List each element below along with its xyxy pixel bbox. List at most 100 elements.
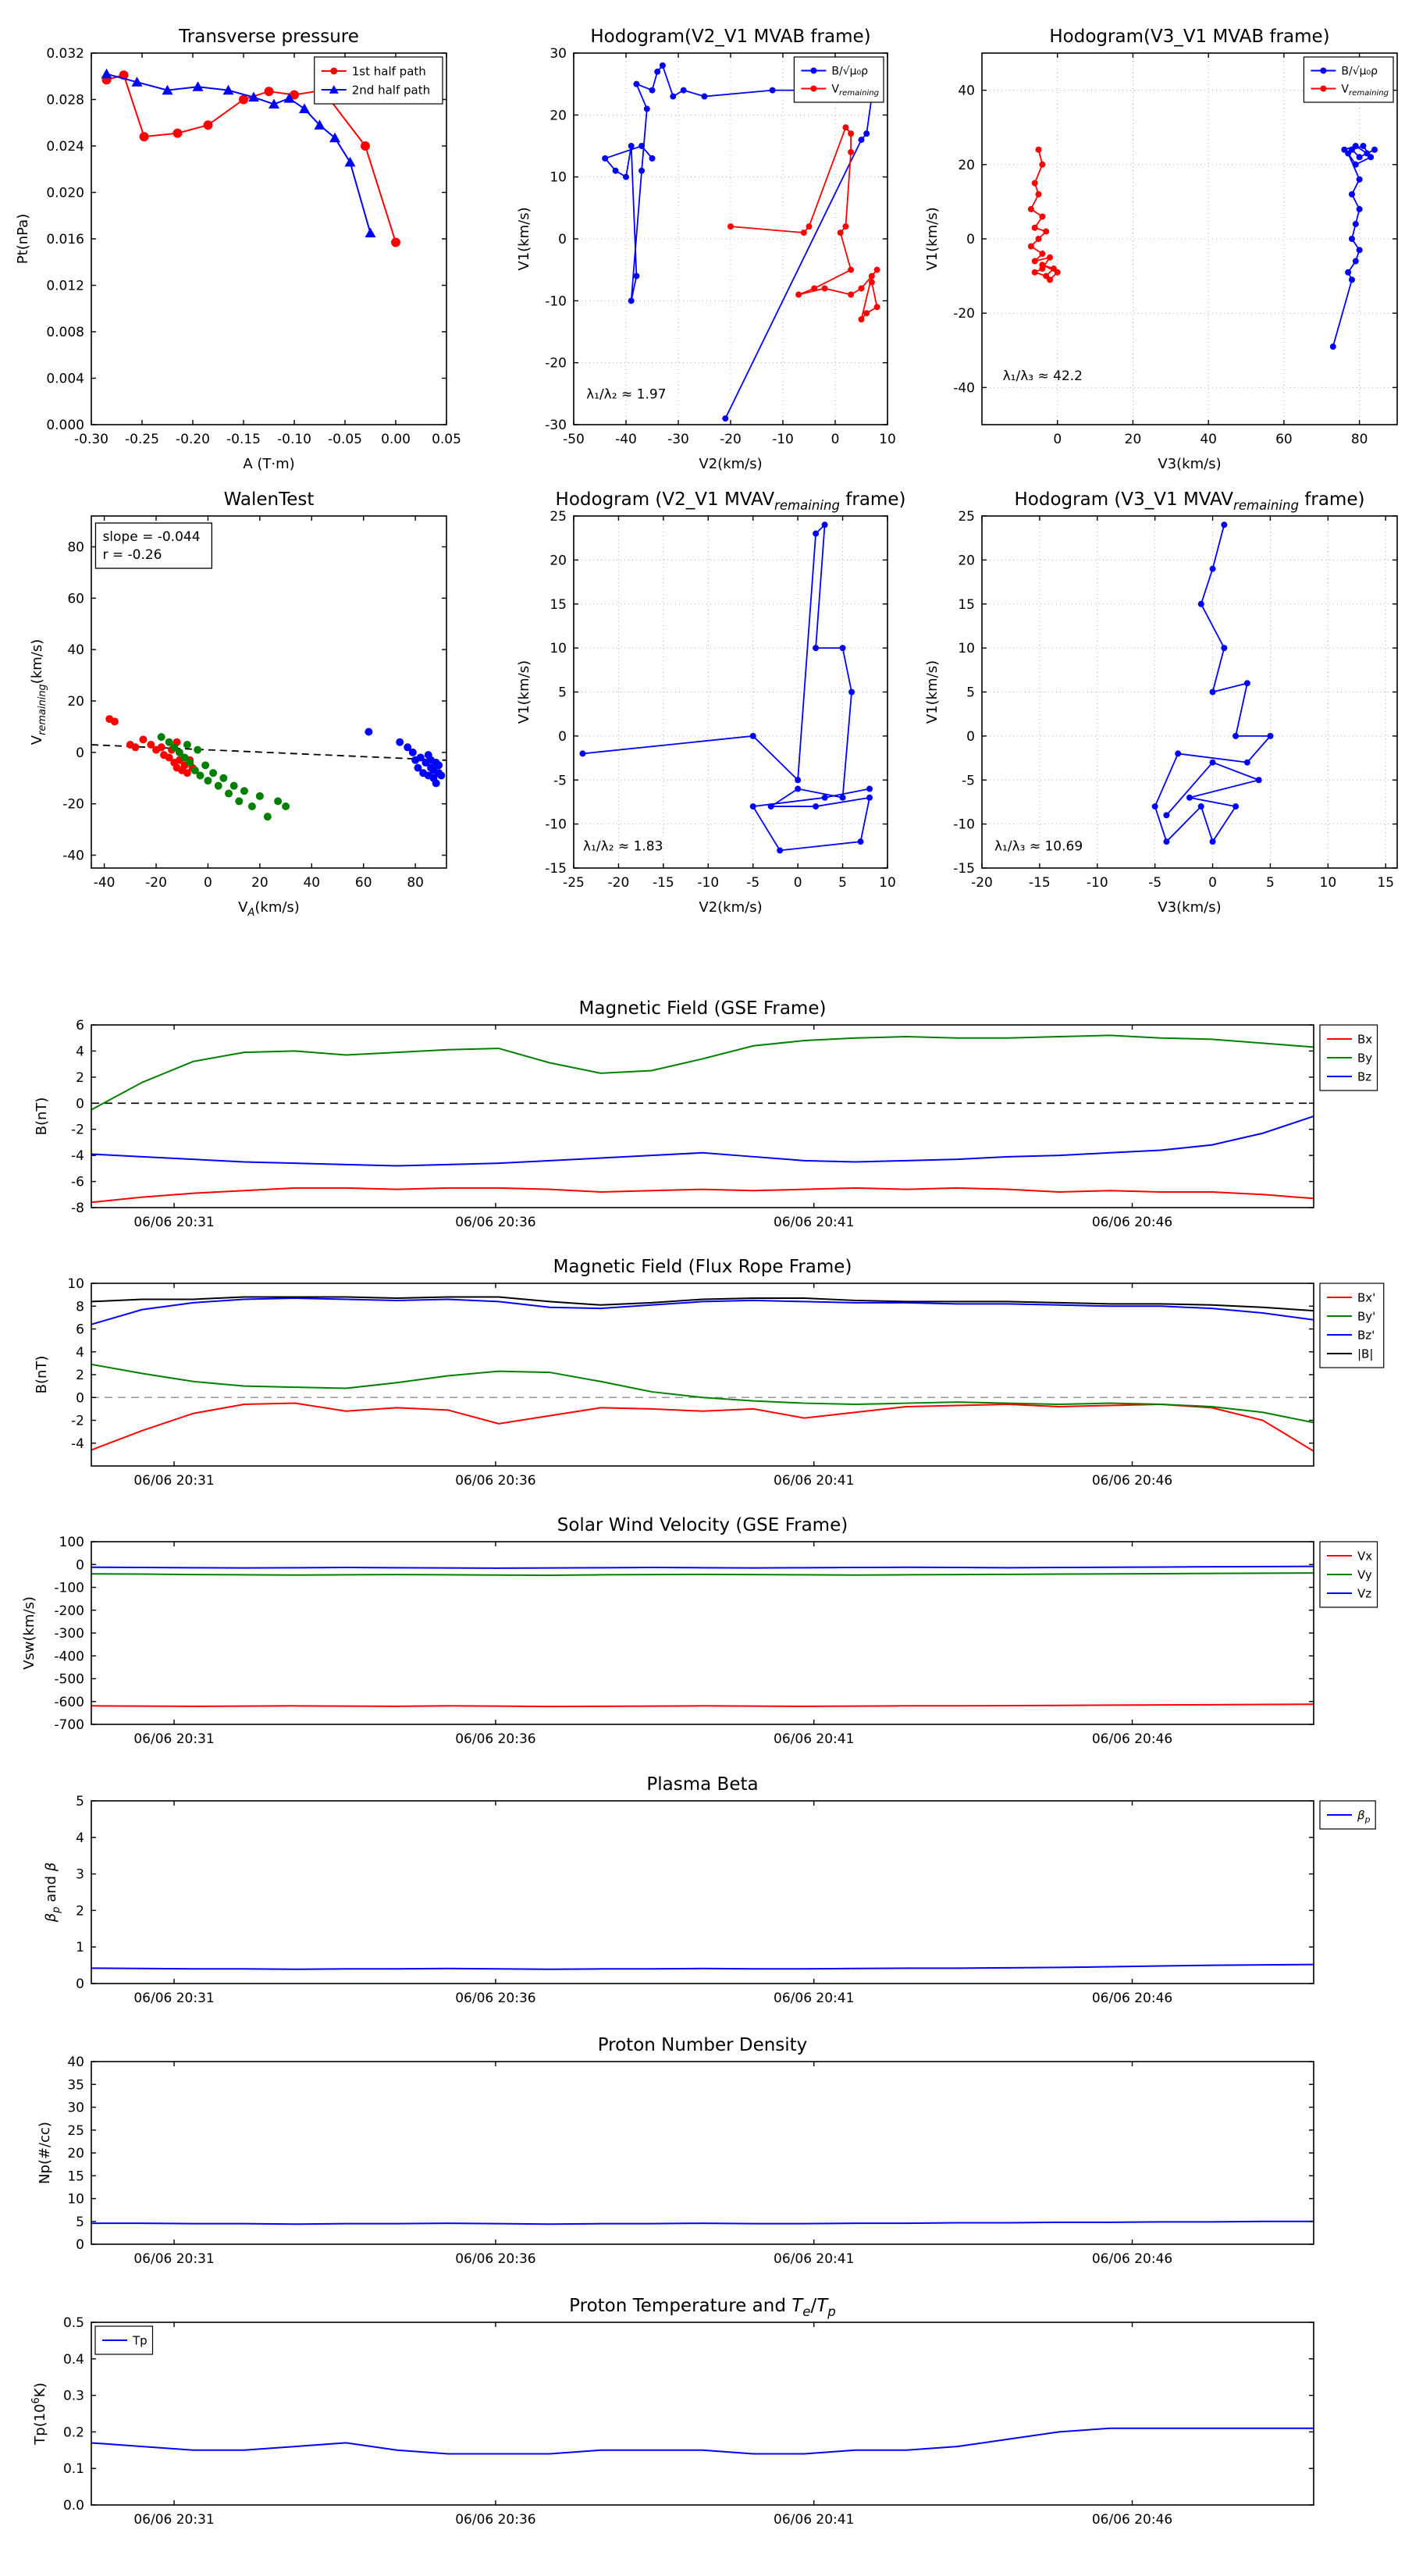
marker-circle [157, 743, 165, 752]
marker-dot [848, 688, 855, 696]
marker-dot [1209, 688, 1216, 696]
marker-dot [1039, 251, 1046, 258]
x-tick-label: 06/06 20:41 [774, 2251, 854, 2267]
y-tick-label: 25 [550, 509, 567, 525]
legend-label: |B| [1357, 1347, 1373, 1361]
chart-hodogram-v2v1-mvab: -50 -40 -30 -20 -10 0 10 -30 -20 -10 0 10 20 30 Hodogr… [516, 27, 896, 472]
y-tick-label: 20 [958, 158, 975, 173]
legend: Vx Vy Vz [1319, 1541, 1378, 1608]
y-tick-label: 5 [76, 1794, 84, 1809]
stats-text: slope = -0.044 [102, 529, 200, 545]
legend-label: Bz [1357, 1069, 1371, 1083]
marker-dot [1329, 343, 1336, 350]
x-tick-label: -40 [615, 432, 637, 447]
x-tick-label: -10 [697, 875, 719, 891]
marker-dot [800, 229, 807, 237]
series-bz-prime [91, 1297, 1314, 1325]
axes-frame [91, 515, 447, 869]
x-tick-label: -5 [1148, 875, 1161, 891]
marker-circle [404, 743, 412, 752]
marker-dot [1031, 258, 1038, 265]
marker-circle [274, 797, 283, 806]
y-axis-label: Vremaining(km/s) [29, 639, 48, 745]
x-tick-label: 06/06 20:46 [1092, 2512, 1172, 2528]
marker-triangle [329, 132, 340, 143]
x-tick-label: 10 [1320, 875, 1337, 891]
marker-dot [1345, 269, 1352, 276]
marker-dot [701, 93, 708, 100]
x-tick-label: -0.05 [328, 432, 362, 447]
marker-dot [1039, 161, 1046, 168]
x-tick-label: -15 [1029, 875, 1051, 891]
x-tick-label: 06/06 20:31 [133, 1473, 214, 1489]
y-tick-label: 20 [958, 553, 975, 568]
marker-circle [186, 759, 194, 767]
series-beta-p [91, 1963, 1314, 1970]
x-tick-label: -15 [653, 875, 674, 891]
marker-dot [848, 266, 855, 273]
marker-dot [1197, 803, 1204, 810]
y-tick-label: -10 [545, 294, 567, 309]
marker-circle [203, 120, 213, 130]
marker-dot [659, 62, 666, 69]
x-tick-label: 10 [879, 432, 896, 447]
y-tick-label: 0.1 [63, 2461, 84, 2477]
chart-hodogram-v3v1-mvav: -20 -15 -10 -5 0 5 10 15-15-10-50510152025Hodog… [924, 489, 1398, 916]
x-tick-label: 5 [1266, 875, 1275, 891]
x-tick-label: -10 [772, 432, 794, 447]
y-axis-label: V1(km/s) [924, 660, 941, 724]
x-tick-label: 20 [251, 875, 269, 891]
marker-dot [839, 794, 846, 801]
x-tick-label: -50 [563, 432, 585, 447]
marker-circle [435, 761, 443, 770]
y-axis-label: V1(km/s) [516, 207, 532, 270]
y-tick-label: 0.0 [63, 2498, 84, 2514]
y-tick-label: 0.004 [46, 372, 84, 387]
x-tick-label: 60 [1275, 432, 1293, 447]
y-tick-label: 10 [67, 1276, 84, 1292]
marker-dot [858, 285, 865, 292]
marker-dot [810, 85, 817, 92]
marker-circle [247, 802, 256, 810]
x-tick-label: 06/06 20:41 [774, 1215, 854, 1230]
chart-title: Hodogram (V3_V1 MVAVremaining frame) [1015, 489, 1365, 513]
legend-label: Vx [1357, 1549, 1372, 1563]
marker-dot [1371, 146, 1378, 153]
x-tick-label: 0 [204, 875, 212, 891]
x-tick-label: 0 [1208, 875, 1217, 891]
x-tick-label: 06/06 20:31 [133, 1215, 214, 1230]
marker-dot [1035, 146, 1042, 153]
marker-dot [633, 272, 640, 279]
marker-dot [1054, 269, 1061, 276]
marker-dot [1348, 276, 1355, 283]
marker-dot [1352, 161, 1359, 168]
marker-circle [219, 774, 228, 782]
marker-dot [1320, 67, 1327, 74]
marker-circle [131, 743, 140, 752]
x-tick-label: 06/06 20:46 [1092, 1991, 1172, 2006]
y-tick-label: 20 [67, 2146, 84, 2161]
marker-circle [170, 743, 179, 752]
marker-dot [628, 143, 635, 149]
x-tick-label: 06/06 20:41 [774, 1731, 854, 1747]
y-tick-label: -15 [545, 861, 567, 877]
marker-circle [264, 87, 274, 97]
marker-dot [842, 124, 849, 131]
y-tick-label: 0.5 [63, 2315, 84, 2331]
legend: Tp [94, 2325, 154, 2355]
marker-dot [1356, 247, 1363, 254]
marker-circle [165, 753, 173, 762]
legend-label: Vremaining [831, 83, 879, 98]
marker-dot [1221, 521, 1228, 528]
y-tick-label: 0 [76, 2237, 84, 2253]
series-b-magnitude [91, 1296, 1314, 1312]
y-tick-label: -4 [71, 1436, 84, 1452]
marker-dot [1232, 803, 1240, 810]
marker-dot [1047, 254, 1054, 261]
y-tick-label: 0.032 [46, 46, 84, 62]
legend-label: βp [1357, 1808, 1371, 1824]
marker-dot [857, 838, 864, 845]
marker-dot [1345, 150, 1352, 157]
x-tick-label: 0.00 [381, 432, 411, 447]
